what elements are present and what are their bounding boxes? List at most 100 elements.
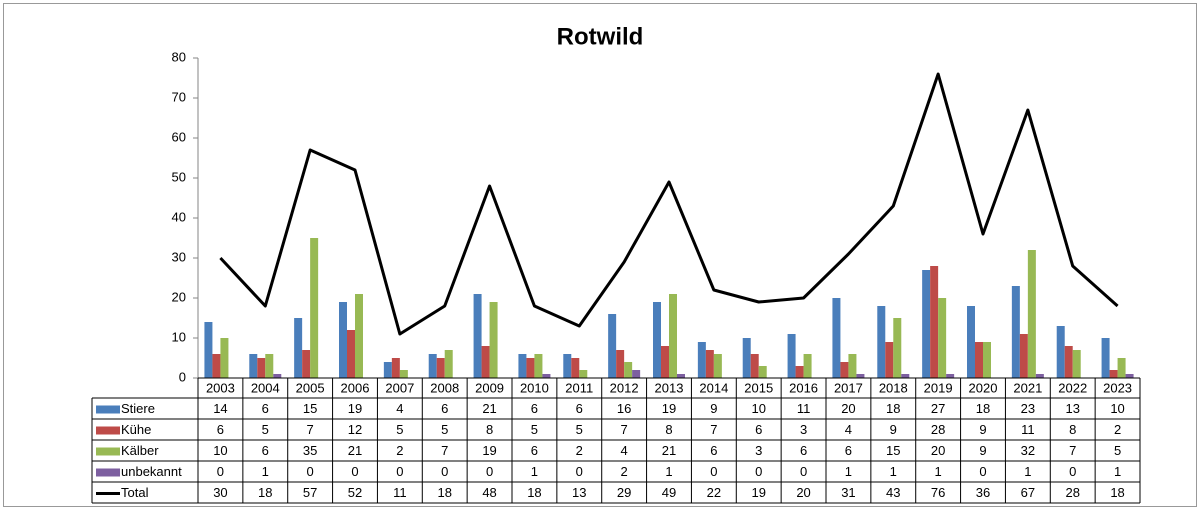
bar	[803, 354, 812, 378]
table-value: 7	[307, 422, 314, 437]
bar	[273, 374, 282, 378]
table-value: 0	[351, 464, 358, 479]
table-value: 5	[262, 422, 269, 437]
bar	[257, 358, 266, 378]
bar	[616, 350, 625, 378]
table-value: 19	[482, 443, 496, 458]
y-tick-label: 40	[172, 209, 186, 224]
bar	[795, 366, 804, 378]
legend-label: Total	[121, 485, 149, 500]
table-value: 48	[482, 485, 496, 500]
y-tick-label: 60	[172, 129, 186, 144]
x-tick-label: 2023	[1103, 380, 1132, 395]
bar	[1117, 358, 1126, 378]
table-value: 6	[531, 401, 538, 416]
bar	[975, 342, 983, 378]
y-tick-label: 20	[172, 289, 186, 304]
table-value: 8	[1069, 422, 1076, 437]
bar	[877, 306, 886, 378]
table-value: 67	[1021, 485, 1035, 500]
y-tick-label: 50	[172, 169, 186, 184]
table-value: 7	[710, 422, 717, 437]
bar	[1064, 346, 1073, 378]
bar	[705, 350, 714, 378]
table-value: 5	[1114, 443, 1121, 458]
table-value: 16	[617, 401, 631, 416]
table-value: 6	[755, 422, 762, 437]
table-value: 1	[890, 464, 897, 479]
table-value: 6	[217, 422, 224, 437]
table-value: 4	[396, 401, 403, 416]
bar	[946, 374, 955, 378]
table-value: 0	[307, 464, 314, 479]
bar	[922, 270, 931, 378]
bar	[758, 366, 767, 378]
x-tick-label: 2019	[924, 380, 953, 395]
table-value: 18	[886, 401, 900, 416]
bar	[518, 354, 527, 378]
table-value: 29	[617, 485, 631, 500]
table-value: 1	[935, 464, 942, 479]
bar	[1109, 370, 1118, 378]
bar	[534, 354, 543, 378]
table-value: 21	[348, 443, 362, 458]
bar	[1125, 374, 1134, 378]
bar	[489, 302, 498, 378]
table-value: 1	[1024, 464, 1031, 479]
bar	[885, 342, 894, 378]
table-value: 3	[800, 422, 807, 437]
table-value: 0	[396, 464, 403, 479]
bar	[901, 374, 910, 378]
bar	[832, 298, 841, 378]
table-value: 2	[621, 464, 628, 479]
table-value: 0	[800, 464, 807, 479]
bar	[347, 330, 355, 378]
x-tick-label: 2005	[296, 380, 325, 395]
table-value: 0	[217, 464, 224, 479]
x-tick-label: 2009	[475, 380, 504, 395]
table-value: 28	[931, 422, 945, 437]
table-value: 6	[441, 401, 448, 416]
table-value: 14	[213, 401, 227, 416]
table-value: 4	[621, 443, 628, 458]
y-tick-label: 80	[172, 49, 186, 64]
table-value: 9	[890, 422, 897, 437]
table-value: 57	[303, 485, 317, 500]
bar	[579, 370, 588, 378]
table-value: 0	[979, 464, 986, 479]
bar	[339, 302, 347, 378]
legend-key	[96, 426, 120, 435]
y-tick-label: 10	[172, 329, 186, 344]
y-tick-label: 70	[172, 89, 186, 104]
bar	[624, 362, 633, 378]
bar	[742, 338, 751, 378]
table-value: 13	[572, 485, 586, 500]
x-tick-label: 2011	[565, 380, 593, 395]
bar	[1056, 326, 1065, 378]
table-value: 10	[751, 401, 765, 416]
bar	[1027, 250, 1036, 378]
table-value: 21	[662, 443, 676, 458]
x-tick-label: 2017	[834, 380, 863, 395]
table-value: 18	[1110, 485, 1124, 500]
table-value: 31	[841, 485, 855, 500]
x-tick-label: 2004	[251, 380, 280, 395]
table-value: 15	[303, 401, 317, 416]
table-value: 18	[976, 401, 990, 416]
line	[219, 72, 1119, 336]
x-tick-label: 2013	[655, 380, 684, 395]
table-value: 7	[441, 443, 448, 458]
x-tick-label: 2007	[385, 380, 414, 395]
bar	[856, 374, 865, 378]
table-value: 18	[527, 485, 541, 500]
table-value: 19	[348, 401, 362, 416]
x-tick-label: 2008	[430, 380, 459, 395]
table-value: 1	[845, 464, 852, 479]
table-value: 5	[396, 422, 403, 437]
table-value: 3	[755, 443, 762, 458]
bar	[669, 294, 677, 378]
x-tick-label: 2018	[879, 380, 908, 395]
bar	[653, 302, 661, 378]
table-value: 1	[262, 464, 269, 479]
